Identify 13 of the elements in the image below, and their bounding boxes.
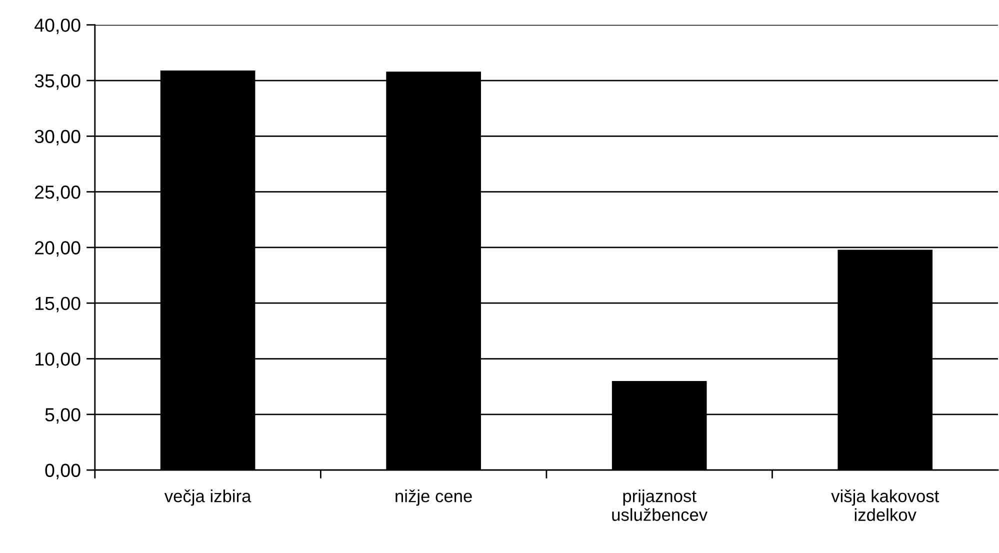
x-tick-label: večja izbira (164, 489, 252, 506)
y-tick-label: 30,00 (34, 130, 80, 146)
x-tick-label: nižje cene (396, 489, 472, 506)
y-tick-label: 35,00 (34, 74, 80, 90)
y-tick-label: 5,00 (45, 408, 80, 424)
y-tick-label: 40,00 (34, 18, 80, 34)
y-tick-label: 15,00 (36, 296, 80, 312)
x-tick-label: višja kakovost izdelkov (831, 489, 940, 522)
x-tick-label: prijaznost uslužbencev (612, 489, 708, 521)
y-tick-label: 10,00 (36, 352, 80, 368)
y-tick-label: 25,00 (35, 186, 80, 202)
y-tick-label: 20,00 (35, 241, 80, 257)
y-tick-label: 0,00 (45, 464, 80, 480)
